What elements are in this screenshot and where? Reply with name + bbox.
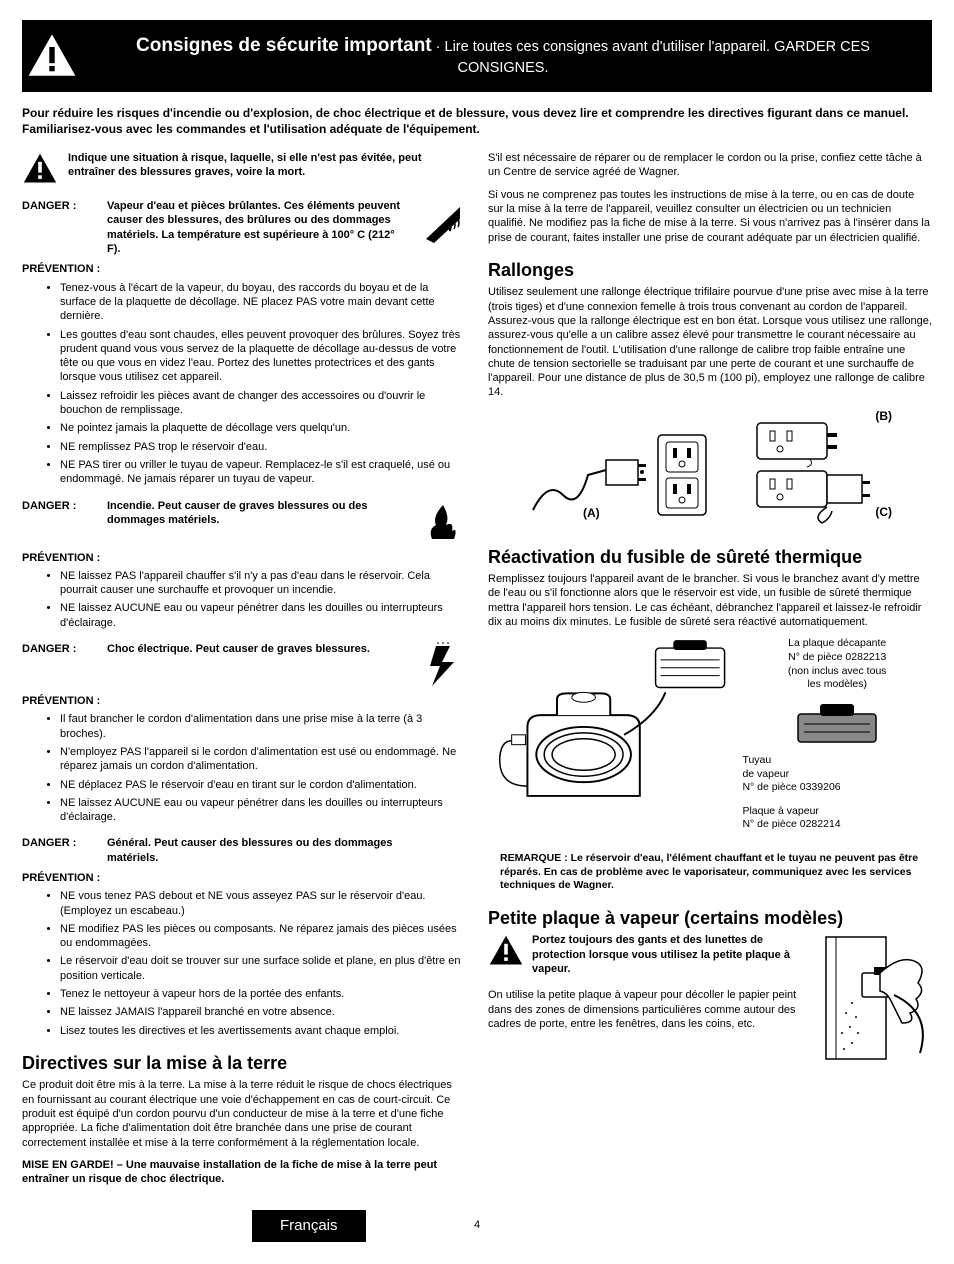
grounding-para-3: Si vous ne comprenez pas toutes les inst…	[488, 188, 932, 245]
part-label: Plaque à vapeur N° de pièce 0282214	[742, 805, 932, 832]
list-item: NE laissez JAMAIS l'appareil branché en …	[60, 1005, 466, 1019]
hand-steaming-icon	[822, 933, 932, 1063]
danger-body: Choc électrique. Peut causer de graves b…	[107, 642, 410, 656]
rallonges-title: Rallonges	[488, 259, 932, 282]
danger-label: DANGER :	[22, 642, 97, 656]
diagram-label-b: (B)	[875, 409, 892, 425]
warning-icon	[22, 151, 58, 187]
list-item: NE remplissez PAS trop le réservoir d'ea…	[60, 440, 466, 454]
diagram-label-c: (C)	[875, 505, 892, 521]
prevention-list: Il faut brancher le cordon d'alimentatio…	[22, 712, 466, 824]
steamer-unit-icon	[488, 637, 734, 807]
thermal-title: Réactivation du fusible de sûreté thermi…	[488, 546, 932, 569]
warning-icon	[22, 26, 82, 86]
language-badge: Français	[252, 1210, 366, 1242]
warning-icon	[488, 933, 524, 969]
list-item: NE PAS tirer ou vriller le tuyau de vape…	[60, 458, 466, 487]
prevention-list: NE vous tenez PAS debout et NE vous asse…	[22, 889, 466, 1038]
danger-label: DANGER :	[22, 199, 97, 213]
small-plate-warn: Portez toujours des gants et des lunette…	[532, 933, 810, 976]
header-title-bold: Consignes de sécurite important	[136, 35, 432, 56]
page-number: 4	[474, 1218, 480, 1232]
list-item: NE déplacez PAS le réservoir d'eau en ti…	[60, 778, 466, 792]
left-column: Indique une situation à risque, laquelle…	[22, 151, 466, 1194]
list-item: Le réservoir d'eau doit se trouver sur u…	[60, 954, 466, 983]
list-item: NE laissez AUCUNE eau ou vapeur pénétrer…	[60, 601, 466, 630]
prevention-list: Tenez-vous à l'écart de la vapeur, du bo…	[22, 281, 466, 487]
danger-body: Vapeur d'eau et pièces brûlantes. Ces él…	[107, 199, 410, 256]
header-title-rest: · Lire toutes ces consignes avant d'util…	[432, 39, 870, 76]
right-column: S'il est nécessaire de réparer ou de rem…	[488, 151, 932, 1194]
danger-label: DANGER :	[22, 836, 97, 850]
hazard-note: Indique une situation à risque, laquelle…	[68, 151, 466, 180]
fire-icon	[420, 499, 466, 545]
intro-text: Pour réduire les risques d'incendie ou d…	[22, 106, 932, 137]
small-plate-body: On utilise la petite plaque à vapeur pou…	[488, 988, 810, 1031]
prevention-label: PRÉVENTION :	[22, 871, 466, 885]
safety-header: Consignes de sécurite important · Lire t…	[22, 20, 932, 92]
shock-icon	[420, 642, 466, 688]
list-item: NE laissez PAS l'appareil chauffer s'il …	[60, 569, 466, 598]
list-item: Il faut brancher le cordon d'alimentatio…	[60, 712, 466, 741]
plug-outlet-icon	[528, 420, 708, 520]
hot-surface-icon	[420, 199, 466, 245]
small-plate-title: Petite plaque à vapeur (certains modèles…	[488, 907, 932, 930]
grounding-body: Ce produit doit être mis à la terre. La …	[22, 1078, 466, 1149]
danger-body: Incendie. Peut causer de graves blessure…	[107, 499, 410, 528]
thermal-body: Remplissez toujours l'appareil avant de …	[488, 572, 932, 629]
list-item: Tenez le nettoyeur à vapeur hors de la p…	[60, 987, 466, 1001]
part-label: La plaque décapante N° de pièce 0282213 …	[742, 637, 932, 692]
list-item: Laissez refroidir les pièces avant de ch…	[60, 389, 466, 418]
header-text: Consignes de sécurite important · Lire t…	[92, 33, 914, 78]
list-item: Lisez toutes les directives et les avert…	[60, 1024, 466, 1038]
list-item: Tenez-vous à l'écart de la vapeur, du bo…	[60, 281, 466, 324]
list-item: NE vous tenez PAS debout et NE vous asse…	[60, 889, 466, 918]
diagram-label-a: (A)	[583, 506, 600, 522]
prevention-label: PRÉVENTION :	[22, 551, 466, 565]
danger-label: DANGER :	[22, 499, 97, 513]
grounding-title: Directives sur la mise à la terre	[22, 1052, 466, 1075]
parts-diagram: La plaque décapante N° de pièce 0282213 …	[488, 637, 932, 842]
prevention-list: NE laissez PAS l'appareil chauffer s'il …	[22, 569, 466, 630]
list-item: Ne pointez jamais la plaquette de décoll…	[60, 421, 466, 435]
adapter-icon	[722, 415, 892, 525]
list-item: NE laissez AUCUNE eau ou vapeur pénétrer…	[60, 796, 466, 825]
remarque-note: REMARQUE : Le réservoir d'eau, l'élément…	[500, 852, 932, 893]
page-footer: Français 4	[22, 1210, 932, 1244]
cord-diagram: (A)	[488, 410, 932, 530]
list-item: Les gouttes d'eau sont chaudes, elles pe…	[60, 328, 466, 385]
scraper-plate-icon	[792, 702, 882, 746]
grounding-para-2: S'il est nécessaire de réparer ou de rem…	[488, 151, 932, 180]
prevention-label: PRÉVENTION :	[22, 262, 466, 276]
prevention-label: PRÉVENTION :	[22, 694, 466, 708]
list-item: NE modifiez PAS les pièces ou composants…	[60, 922, 466, 951]
danger-body: Général. Peut causer des blessures ou de…	[107, 836, 466, 865]
list-item: N'employez PAS l'appareil si le cordon d…	[60, 745, 466, 774]
rallonges-body: Utilisez seulement une rallonge électriq…	[488, 285, 932, 399]
grounding-warning: MISE EN GARDE! – Une mauvaise installati…	[22, 1158, 466, 1187]
part-label: Tuyau de vapeur N° de pièce 0339206	[742, 754, 932, 795]
